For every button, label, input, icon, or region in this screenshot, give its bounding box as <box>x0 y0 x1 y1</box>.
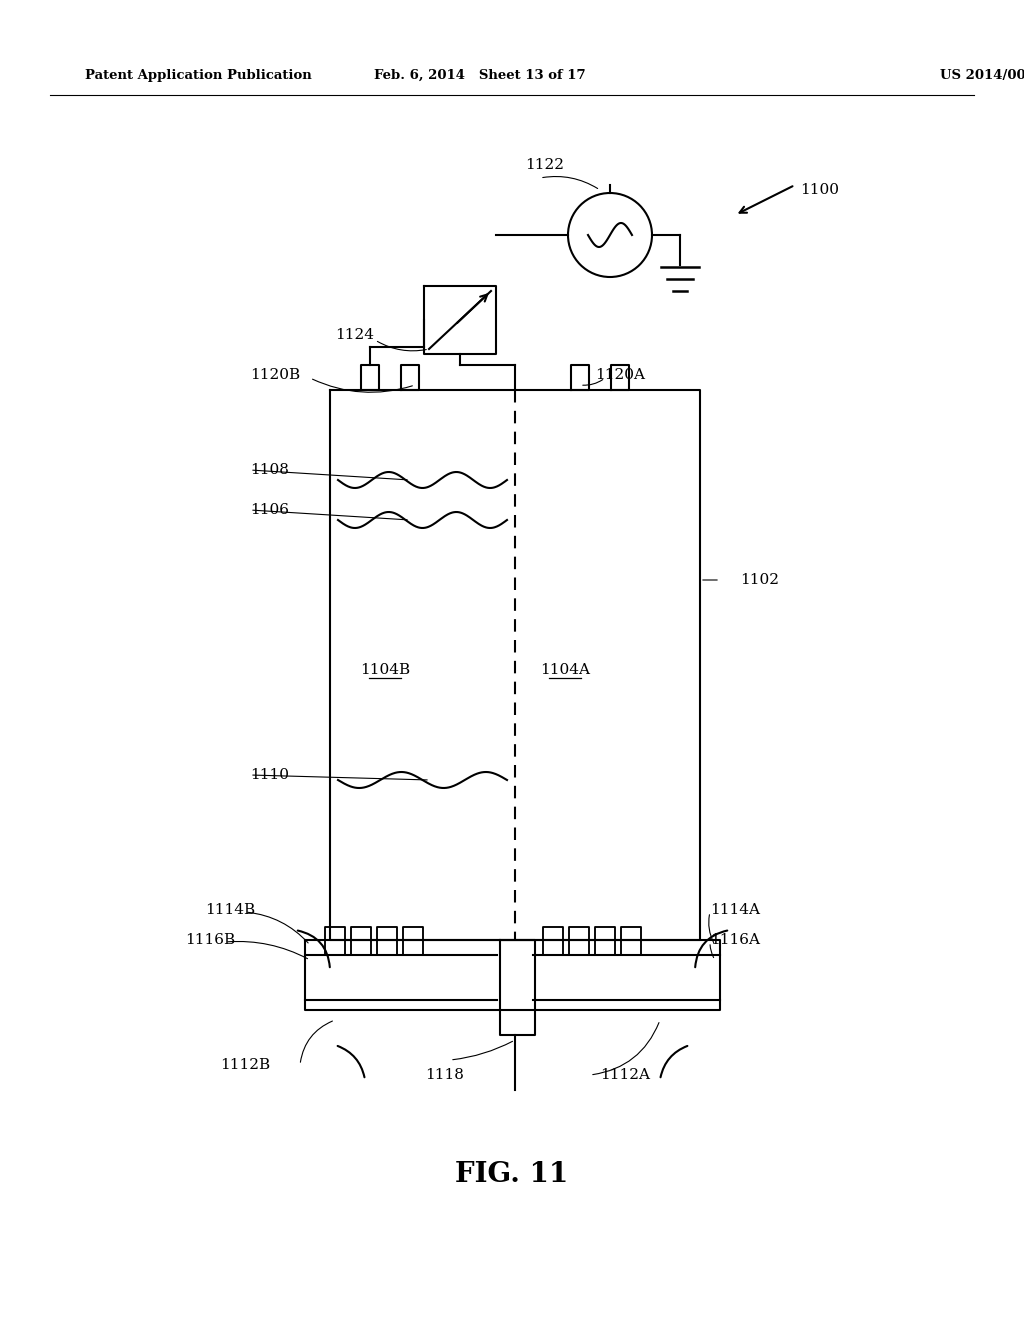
Text: 1124: 1124 <box>336 327 375 342</box>
Text: FIG. 11: FIG. 11 <box>456 1162 568 1188</box>
Text: 1120B: 1120B <box>250 368 300 381</box>
Text: 1112A: 1112A <box>600 1068 650 1082</box>
Text: 1114A: 1114A <box>710 903 760 917</box>
Text: 1122: 1122 <box>525 158 564 172</box>
Text: 1116A: 1116A <box>710 933 760 946</box>
Text: 1102: 1102 <box>740 573 779 587</box>
Text: 1100: 1100 <box>801 183 840 197</box>
Text: 1106: 1106 <box>251 503 290 517</box>
Text: 1114B: 1114B <box>205 903 255 917</box>
Text: 1112B: 1112B <box>220 1059 270 1072</box>
Text: 1108: 1108 <box>251 463 290 477</box>
Text: Feb. 6, 2014   Sheet 13 of 17: Feb. 6, 2014 Sheet 13 of 17 <box>374 69 586 82</box>
Text: US 2014/0038431 A1: US 2014/0038431 A1 <box>940 69 1024 82</box>
Text: Patent Application Publication: Patent Application Publication <box>85 69 311 82</box>
Text: 1104B: 1104B <box>360 663 410 677</box>
Text: 1116B: 1116B <box>185 933 236 946</box>
Text: 1118: 1118 <box>426 1068 465 1082</box>
Text: 1104A: 1104A <box>540 663 590 677</box>
Text: 1120A: 1120A <box>595 368 645 381</box>
Text: 1110: 1110 <box>251 768 290 781</box>
